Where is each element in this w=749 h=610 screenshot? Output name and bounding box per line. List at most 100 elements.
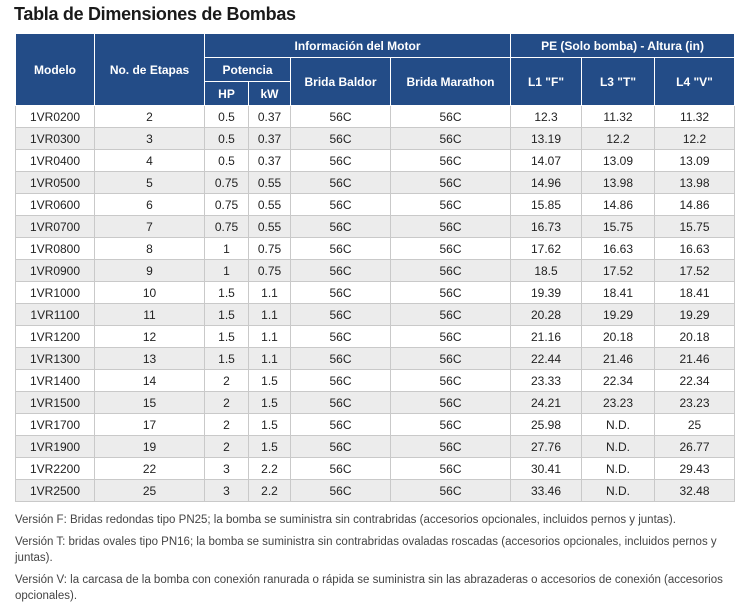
table-cell: 56C bbox=[390, 391, 511, 414]
table-cell: 56C bbox=[390, 281, 511, 304]
note-version-v: Versión V: la carcasa de la bomba con co… bbox=[15, 574, 723, 602]
table-cell: 1.5 bbox=[248, 413, 291, 436]
table-row: 1VR0500 5 0.75 0.55 56C 56C 14.96 13.98 13.98 bbox=[15, 171, 736, 194]
table-cell: 1VR0500 bbox=[15, 171, 95, 194]
table-cell: 17.62 bbox=[510, 237, 582, 260]
header-potencia: Potencia bbox=[204, 57, 291, 82]
table-cell: 20.18 bbox=[653, 325, 736, 348]
table-cell: 56C bbox=[390, 457, 511, 480]
table-cell: 13.19 bbox=[510, 127, 582, 150]
table-row: 1VR2200 22 3 2.2 56C 56C 30.41 N.D. 29.43 bbox=[15, 457, 736, 480]
table-cell: 10 bbox=[94, 281, 205, 304]
table-cell: 24.21 bbox=[510, 391, 582, 414]
table-cell: 1VR0400 bbox=[15, 149, 95, 172]
table-cell: 8 bbox=[94, 237, 205, 260]
table-cell: 56C bbox=[290, 369, 391, 392]
table-cell: 1VR2200 bbox=[15, 457, 95, 480]
table-cell: 7 bbox=[94, 215, 205, 238]
table-cell: 1.5 bbox=[204, 347, 249, 370]
table-cell: 1VR0700 bbox=[15, 215, 95, 238]
table-cell: 14.86 bbox=[581, 193, 655, 216]
table-cell: 56C bbox=[290, 435, 391, 458]
table-cell: 19 bbox=[94, 435, 205, 458]
table-cell: 22 bbox=[94, 457, 205, 480]
table-cell: 23.23 bbox=[653, 391, 736, 414]
header-l4: L4 "V" bbox=[653, 57, 736, 106]
table-cell: 2.2 bbox=[248, 457, 291, 480]
table-cell: 17.52 bbox=[581, 259, 655, 282]
table-cell: 56C bbox=[390, 435, 511, 458]
footnotes: Versión F: Bridas redondas tipo PN25; la… bbox=[15, 512, 735, 610]
table-cell: 0.55 bbox=[248, 193, 291, 216]
table-row: 1VR0700 7 0.75 0.55 56C 56C 16.73 15.75 15.75 bbox=[15, 215, 736, 238]
table-cell: 1VR0200 bbox=[15, 105, 95, 128]
table-cell: 1.5 bbox=[204, 325, 249, 348]
table-cell: 56C bbox=[290, 347, 391, 370]
table-cell: 19.39 bbox=[510, 281, 582, 304]
table-cell: 56C bbox=[390, 369, 511, 392]
table-cell: 2 bbox=[204, 413, 249, 436]
table-cell: 1 bbox=[204, 259, 249, 282]
table-cell: 22.34 bbox=[653, 369, 736, 392]
table-cell: 56C bbox=[290, 149, 391, 172]
table-cell: 56C bbox=[290, 479, 391, 502]
page-title: Tabla de Dimensiones de Bombas bbox=[14, 4, 296, 24]
table-row: 1VR0600 6 0.75 0.55 56C 56C 15.85 14.86 14.86 bbox=[15, 193, 736, 216]
table-cell: 56C bbox=[290, 259, 391, 282]
table-cell: 56C bbox=[390, 347, 511, 370]
table-cell: 17 bbox=[94, 413, 205, 436]
table-cell: 19.29 bbox=[653, 303, 736, 326]
table-cell: 20.18 bbox=[581, 325, 655, 348]
table-cell: 13.09 bbox=[653, 149, 736, 172]
table-cell: 56C bbox=[290, 193, 391, 216]
table-cell: 1.5 bbox=[204, 303, 249, 326]
table-cell: 22.44 bbox=[510, 347, 582, 370]
table-cell: 1VR1500 bbox=[15, 391, 95, 414]
table-cell: 0.75 bbox=[204, 215, 249, 238]
table-cell: 1VR0800 bbox=[15, 237, 95, 260]
table-cell: 56C bbox=[390, 479, 511, 502]
header-brida-baldor: Brida Baldor bbox=[290, 57, 391, 106]
table-cell: 33.46 bbox=[510, 479, 582, 502]
table-cell: N.D. bbox=[581, 435, 655, 458]
table-cell: 21.16 bbox=[510, 325, 582, 348]
table-cell: 56C bbox=[390, 215, 511, 238]
table-cell: 20.28 bbox=[510, 303, 582, 326]
table-cell: 56C bbox=[290, 281, 391, 304]
table-cell: 56C bbox=[390, 105, 511, 128]
table-cell: 0.37 bbox=[248, 149, 291, 172]
table-cell: 18.5 bbox=[510, 259, 582, 282]
table-cell: 14.07 bbox=[510, 149, 582, 172]
table-cell: 3 bbox=[204, 457, 249, 480]
table-cell: 23.23 bbox=[581, 391, 655, 414]
table-cell: 56C bbox=[390, 259, 511, 282]
table-cell: 1VR1100 bbox=[15, 303, 95, 326]
table-cell: 56C bbox=[290, 127, 391, 150]
table-cell: 12 bbox=[94, 325, 205, 348]
table-cell: 2 bbox=[94, 105, 205, 128]
table-row: 1VR1500 15 2 1.5 56C 56C 24.21 23.23 23.23 bbox=[15, 391, 736, 414]
header-modelo: Modelo bbox=[15, 33, 95, 106]
table-cell: 1.5 bbox=[204, 281, 249, 304]
table-cell: N.D. bbox=[581, 479, 655, 502]
table-cell: 15.75 bbox=[653, 215, 736, 238]
table-cell: 17.52 bbox=[653, 259, 736, 282]
header-brida-marathon: Brida Marathon bbox=[390, 57, 511, 106]
table-cell: 0.75 bbox=[248, 259, 291, 282]
table-cell: 13 bbox=[94, 347, 205, 370]
table-cell: 12.2 bbox=[653, 127, 736, 150]
table-cell: 16.63 bbox=[581, 237, 655, 260]
table-row: 1VR1300 13 1.5 1.1 56C 56C 22.44 21.46 21.46 bbox=[15, 347, 736, 370]
table-cell: 0.5 bbox=[204, 149, 249, 172]
header-kw: kW bbox=[248, 81, 291, 106]
table-cell: 56C bbox=[290, 325, 391, 348]
table-cell: 2 bbox=[204, 435, 249, 458]
table-cell: 0.5 bbox=[204, 105, 249, 128]
table-cell: 56C bbox=[390, 193, 511, 216]
table-row: 1VR0400 4 0.5 0.37 56C 56C 14.07 13.09 13.09 bbox=[15, 149, 736, 172]
table-cell: 0.75 bbox=[248, 237, 291, 260]
table-cell: 1.1 bbox=[248, 303, 291, 326]
table-cell: 1.5 bbox=[248, 435, 291, 458]
table-cell: 1VR0300 bbox=[15, 127, 95, 150]
table-cell: 0.5 bbox=[204, 127, 249, 150]
